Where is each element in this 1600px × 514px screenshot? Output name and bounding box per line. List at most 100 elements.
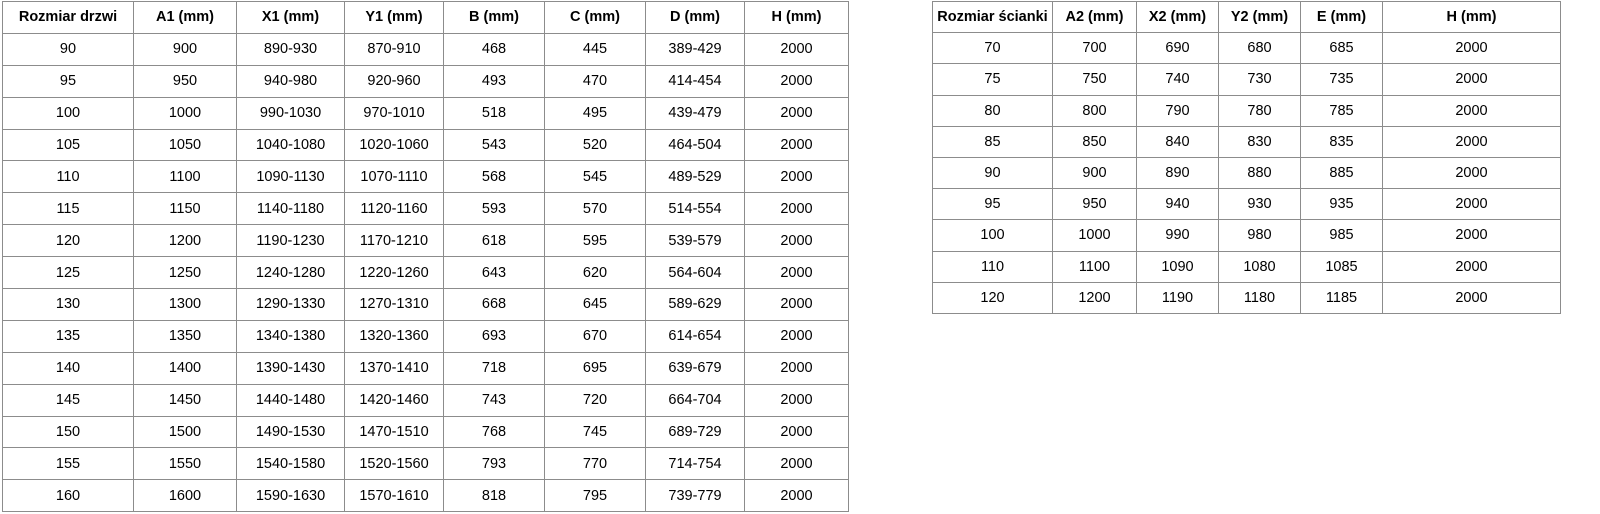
table-cell: 445 (544, 32, 646, 66)
table-cell: 2000 (744, 32, 849, 66)
table-header-row: Rozmiar drzwi A1 (mm) X1 (mm) Y1 (mm) B (mm)… (2, 1, 849, 34)
table-cell: 145 (2, 383, 134, 417)
table-cell: 514-554 (645, 192, 745, 226)
table-row: 110 1100 1090-1130 1070-1110 568 545 489-529 20… (2, 160, 849, 194)
table-cell: 740 (1136, 63, 1219, 96)
table-row: 80 800 790 780 785 2000 (932, 94, 1561, 127)
table-cell: 735 (1300, 63, 1383, 96)
door-column-header-0: Rozmiar drzwi (2, 1, 134, 34)
wall-column-header-4: E (mm) (1300, 0, 1383, 34)
table-row: 130 1300 1290-1330 1270-1310 668 645 589-629 20… (2, 288, 849, 321)
table-row: 100 1000 990 980 985 2000 (932, 219, 1561, 252)
table-cell: 1100 (1052, 250, 1137, 283)
table-cell: 115 (2, 192, 134, 226)
table-cell: 880 (1218, 156, 1301, 190)
door-column-header-1: A1 (mm) (133, 1, 237, 34)
table-cell: 2000 (1382, 250, 1561, 283)
table-row: 90 900 890-930 870-910 468 445 389-429 2000 (2, 32, 849, 66)
table-cell: 1040-1080 (236, 128, 345, 162)
table-cell: 1370-1410 (344, 351, 444, 385)
table-cell: 2000 (744, 128, 849, 162)
table-cell: 1050 (133, 128, 237, 162)
table-cell: 643 (443, 256, 545, 290)
wall-column-header-0: Rozmiar ścianki (932, 0, 1053, 34)
table-cell: 2000 (744, 224, 849, 258)
table-row: 105 1050 1040-1080 1020-1060 543 520 464-504 20… (2, 128, 849, 162)
table-cell: 890 (1136, 156, 1219, 190)
table-cell: 595 (544, 224, 646, 258)
table-cell: 1020-1060 (344, 128, 444, 162)
table-cell: 90 (2, 32, 134, 66)
table-cell: 930 (1218, 188, 1301, 221)
table-cell: 1500 (133, 415, 237, 449)
table-cell: 1600 (133, 479, 237, 513)
table-cell: 835 (1300, 125, 1383, 158)
table-cell: 110 (932, 250, 1053, 283)
table-cell: 470 (544, 64, 646, 98)
table-row: 155 1550 1540-1580 1520-1560 793 770 714-754 20… (2, 447, 849, 481)
table-cell: 1550 (133, 447, 237, 481)
table-cell: 1000 (133, 96, 237, 130)
table-cell: 1340-1380 (236, 319, 345, 353)
table-cell: 1440-1480 (236, 383, 345, 417)
wall-table-body: 70 700 690 680 685 2000 75 750 740 730 735 2000 80 80… (932, 32, 1561, 314)
table-cell: 920-960 (344, 64, 444, 98)
wall-size-specification-table: Rozmiar ścianki A2 (mm) X2 (mm) Y2 (mm) E (m… (932, 0, 1561, 314)
table-cell: 689-729 (645, 415, 745, 449)
table-cell: 75 (932, 63, 1053, 96)
table-cell: 95 (932, 188, 1053, 221)
table-row: 100 1000 990-1030 970-1010 518 495 439-479 2000 (2, 96, 849, 130)
table-row: 95 950 940 930 935 2000 (932, 188, 1561, 221)
table-cell: 564-604 (645, 256, 745, 290)
table-cell: 2000 (744, 383, 849, 417)
table-cell: 2000 (1382, 94, 1561, 127)
table-cell: 830 (1218, 125, 1301, 158)
table-cell: 2000 (1382, 156, 1561, 190)
table-cell: 2000 (1382, 188, 1561, 221)
door-table-header: Rozmiar drzwi A1 (mm) X1 (mm) Y1 (mm) B (mm)… (2, 1, 849, 34)
table-cell: 518 (443, 96, 545, 130)
door-column-header-4: B (mm) (443, 1, 545, 34)
table-cell: 95 (2, 64, 134, 98)
table-cell: 468 (443, 32, 545, 66)
table-cell: 1150 (133, 192, 237, 226)
door-column-header-7: H (mm) (744, 1, 849, 34)
table-cell: 1090-1130 (236, 160, 345, 194)
table-cell: 890-930 (236, 32, 345, 66)
table-cell: 885 (1300, 156, 1383, 190)
table-cell: 135 (2, 319, 134, 353)
table-cell: 840 (1136, 125, 1219, 158)
door-column-header-3: Y1 (mm) (344, 1, 444, 34)
table-row: 125 1250 1240-1280 1220-1260 643 620 564-604 20… (2, 256, 849, 290)
table-cell: 1070-1110 (344, 160, 444, 194)
table-cell: 120 (2, 224, 134, 258)
table-cell: 614-654 (645, 319, 745, 353)
table-cell: 693 (443, 319, 545, 353)
wall-table-header: Rozmiar ścianki A2 (mm) X2 (mm) Y2 (mm) E (m… (932, 0, 1561, 34)
table-cell: 714-754 (645, 447, 745, 481)
table-cell: 645 (544, 288, 646, 321)
table-cell: 1320-1360 (344, 319, 444, 353)
table-cell: 664-704 (645, 383, 745, 417)
table-row: 120 1200 1190 1180 1185 2000 (932, 281, 1561, 314)
table-cell: 618 (443, 224, 545, 258)
table-cell: 690 (1136, 32, 1219, 65)
table-row: 150 1500 1490-1530 1470-1510 768 745 689-729 20… (2, 415, 849, 449)
table-cell: 1570-1610 (344, 479, 444, 513)
table-cell: 900 (133, 32, 237, 66)
table-cell: 2000 (744, 415, 849, 449)
wall-column-header-3: Y2 (mm) (1218, 0, 1301, 34)
table-cell: 990 (1136, 219, 1219, 252)
table-cell: 985 (1300, 219, 1383, 252)
table-cell: 1290-1330 (236, 288, 345, 321)
table-header-row: Rozmiar ścianki A2 (mm) X2 (mm) Y2 (mm) E (m… (932, 0, 1561, 34)
table-cell: 2000 (744, 447, 849, 481)
table-cell: 770 (544, 447, 646, 481)
table-cell: 990-1030 (236, 96, 345, 130)
table-cell: 539-579 (645, 224, 745, 258)
table-cell: 2000 (744, 288, 849, 321)
table-cell: 493 (443, 64, 545, 98)
table-cell: 850 (1052, 125, 1137, 158)
table-cell: 743 (443, 383, 545, 417)
table-cell: 795 (544, 479, 646, 513)
